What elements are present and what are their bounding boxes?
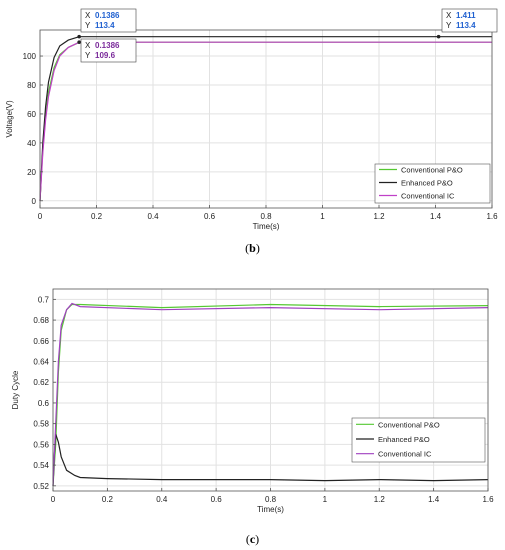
y-tick-label: 40 bbox=[27, 139, 36, 148]
x-tick-label: 0.2 bbox=[91, 212, 103, 221]
y-tick-label: 0.56 bbox=[33, 440, 49, 449]
x-axis-label: Time(s) bbox=[253, 222, 280, 231]
datatip-box bbox=[80, 8, 137, 33]
series-line-3 bbox=[52, 302, 489, 486]
y-tick-label: 0 bbox=[32, 197, 37, 206]
datatip-y-value: 113.4 bbox=[95, 21, 115, 30]
y-tick-label: 0.52 bbox=[33, 482, 49, 491]
caption-c: (c) bbox=[245, 532, 260, 546]
x-tick-label: 0.8 bbox=[265, 495, 277, 504]
legend-label: Conventional P&O bbox=[401, 166, 463, 175]
datatip-y-value: 109.6 bbox=[95, 51, 116, 60]
datatip-x-prefix: X bbox=[85, 41, 91, 50]
y-tick-label: 80 bbox=[27, 81, 36, 90]
x-tick-label: 0 bbox=[38, 212, 43, 221]
x-tick-label: 1.2 bbox=[373, 212, 385, 221]
datatip-x-prefix: X bbox=[85, 11, 91, 20]
legend-label: Enhanced P&O bbox=[401, 179, 453, 188]
y-tick-label: 0.62 bbox=[33, 378, 49, 387]
datatip-x-value: 0.1386 bbox=[95, 11, 120, 20]
x-tick-label: 0.6 bbox=[211, 495, 223, 504]
datatip-y-prefix: Y bbox=[85, 21, 91, 30]
x-tick-label: 1.6 bbox=[486, 212, 498, 221]
legend-box bbox=[351, 417, 486, 463]
datatip-marker bbox=[436, 34, 441, 39]
x-tick-label: 1 bbox=[323, 495, 328, 504]
y-tick-label: 0.68 bbox=[33, 316, 49, 325]
legend-label: Conventional IC bbox=[378, 450, 432, 459]
datatip-y-prefix: Y bbox=[446, 21, 452, 30]
datatip-marker bbox=[77, 40, 81, 44]
datatip-x-value: 0.1386 bbox=[95, 41, 120, 50]
legend-label: Conventional IC bbox=[401, 192, 455, 201]
y-tick-label: 0.66 bbox=[33, 337, 49, 346]
x-tick-label: 0.4 bbox=[147, 212, 159, 221]
y-axis-label: Voltage(V) bbox=[5, 100, 14, 138]
series-line-2 bbox=[52, 433, 489, 486]
x-tick-label: 1.2 bbox=[374, 495, 386, 504]
legend-box bbox=[374, 163, 491, 204]
caption-c-letter: c bbox=[249, 532, 256, 546]
y-tick-label: 0.64 bbox=[33, 358, 49, 367]
y-axis-label: Duty Cycle bbox=[11, 370, 20, 409]
datatip-x-value: 1.411 bbox=[456, 11, 476, 20]
y-tick-label: 0.58 bbox=[33, 420, 49, 429]
y-tick-label: 60 bbox=[27, 110, 36, 119]
x-tick-label: 0.2 bbox=[102, 495, 114, 504]
datatip-y-prefix: Y bbox=[85, 51, 91, 60]
chart-c: 0 0.2 0.4 0.6 0.8 1 1.2 1.4 1.6 0.52 0.54 0.56 0.58 0… bbox=[11, 288, 494, 514]
x-tick-label: 1 bbox=[320, 212, 325, 221]
x-tick-label: 1.6 bbox=[482, 495, 494, 504]
x-tick-label: 1.4 bbox=[428, 495, 440, 504]
y-tick-label: 20 bbox=[27, 168, 36, 177]
x-axis-label: Time(s) bbox=[257, 505, 284, 514]
x-tick-label: 0.6 bbox=[204, 212, 216, 221]
y-tick-label: 0.6 bbox=[38, 399, 50, 408]
datatip-y-value: 113.4 bbox=[456, 21, 476, 30]
series-line-3 bbox=[39, 41, 492, 201]
legend-label: Conventional P&O bbox=[378, 420, 440, 429]
datatip-box bbox=[80, 38, 137, 63]
caption-b: (b) bbox=[245, 241, 260, 255]
chart-b: 0 0.2 0.4 0.6 0.8 1 1.2 1.4 1.6 0 20 40 60 80 100 Time(… bbox=[5, 8, 498, 231]
x-tick-label: 1.4 bbox=[430, 212, 442, 221]
datatip-x-prefix: X bbox=[446, 11, 452, 20]
y-tick-label: 100 bbox=[23, 52, 37, 61]
series-line-2 bbox=[39, 36, 492, 201]
datatip-marker bbox=[77, 34, 81, 39]
y-tick-label: 0.7 bbox=[38, 295, 50, 304]
x-tick-label: 0.4 bbox=[156, 495, 168, 504]
x-tick-label: 0.8 bbox=[260, 212, 272, 221]
legend-label: Enhanced P&O bbox=[378, 435, 430, 444]
datatip-box bbox=[441, 8, 498, 33]
caption-b-letter: b bbox=[249, 241, 256, 255]
y-tick-label: 0.54 bbox=[33, 461, 49, 470]
x-tick-label: 0 bbox=[51, 495, 56, 504]
